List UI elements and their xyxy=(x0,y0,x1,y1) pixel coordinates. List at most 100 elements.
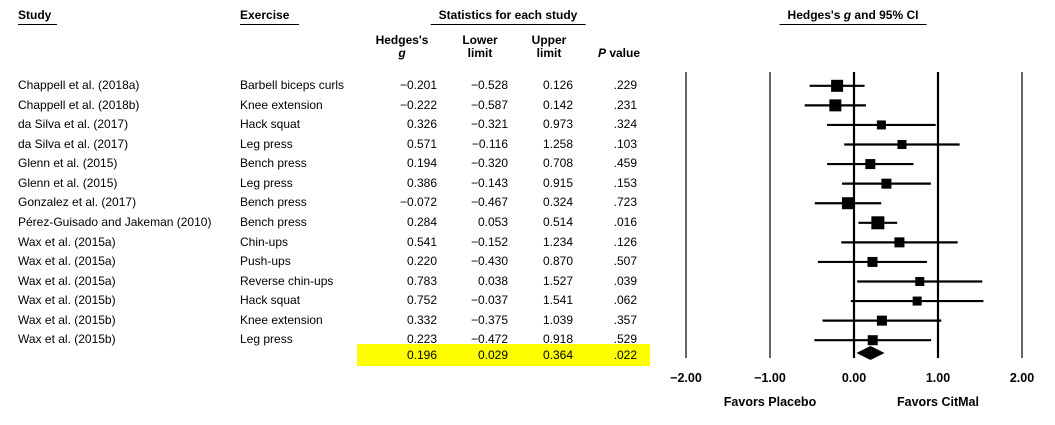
p-value-cell: .231 xyxy=(613,97,637,112)
effect-size-marker xyxy=(881,178,892,189)
study-table: Chappell et al. (2018a) Barbell biceps cu… xyxy=(18,76,637,350)
effect-size-marker xyxy=(841,197,854,210)
exercise-cell: Leg press xyxy=(240,175,293,190)
study-cell: Wax et al. (2015b) xyxy=(18,293,116,308)
lower-limit-cell: −0.143 xyxy=(470,175,508,190)
lower-limit-cell: 0.053 xyxy=(477,214,508,229)
axis-tick-label: −1.00 xyxy=(754,371,786,385)
hedges-g-cell: 0.194 xyxy=(406,156,437,171)
exercise-cell: Bench press xyxy=(240,156,307,171)
table-row: Glenn et al. (2015) Bench press 0.194 −0.32… xyxy=(18,154,637,174)
hedges-g-cell: 0.332 xyxy=(406,312,437,327)
upper-limit-cell: 1.541 xyxy=(542,293,573,308)
upper-limit-cell: 1.527 xyxy=(542,273,573,288)
exercise-cell: Hack squat xyxy=(240,293,301,308)
p-value-cell: .062 xyxy=(613,293,637,308)
forest-plot: −2.00 −1.00 0.00 1.00 2.00 Favors Placebo Favo… xyxy=(670,72,1034,409)
plot-group-header: Hedges's g and 95% CI xyxy=(779,8,927,25)
exercise-cell: Barbell biceps curls xyxy=(240,78,345,92)
exercise-column-header: Exercise xyxy=(240,8,300,25)
study-cell: Wax et al. (2015a) xyxy=(18,234,116,249)
effect-size-marker xyxy=(915,277,925,286)
study-cell: Wax et al. (2015b) xyxy=(18,332,116,347)
table-row: da Silva et al. (2017) Hack squat 0.326 −0.… xyxy=(18,115,637,135)
lower-limit-cell: −0.037 xyxy=(470,293,508,308)
p-value-cell: .153 xyxy=(613,175,637,190)
p-value-subheader: P value xyxy=(597,46,641,60)
table-row: Wax et al. (2015a) Chin-ups 0.541 −0.152 1.2… xyxy=(18,233,637,253)
hedges-g-cell: 0.571 xyxy=(406,136,437,151)
upper-limit-cell: 0.870 xyxy=(542,254,573,269)
upper-limit-subheader: Upper limit xyxy=(531,33,567,60)
p-value-cell: .103 xyxy=(613,136,637,151)
lower-limit-cell: −0.116 xyxy=(471,136,508,151)
lower-limit-cell: −0.152 xyxy=(470,234,508,249)
p-value-cell: .324 xyxy=(613,117,637,132)
axis-tick-label: −2.00 xyxy=(670,371,702,385)
favors-placebo-label: Favors Placebo xyxy=(724,395,817,409)
table-row: Wax et al. (2015b) Knee extension 0.332 −0.… xyxy=(18,311,637,331)
lower-limit-cell: 0.038 xyxy=(477,273,508,288)
upper-limit-cell: 0.126 xyxy=(542,78,573,92)
study-cell: da Silva et al. (2017) xyxy=(18,117,129,132)
hedges-g-cell: 0.783 xyxy=(406,273,437,288)
hedges-g-cell: 0.386 xyxy=(406,175,437,190)
exercise-cell: Leg press xyxy=(240,332,293,347)
lower-limit-cell: −0.430 xyxy=(470,254,508,269)
upper-limit-cell: 1.039 xyxy=(542,312,573,327)
p-value-cell: .529 xyxy=(613,332,637,347)
axis-tick-label: 2.00 xyxy=(1010,371,1034,385)
effect-size-marker xyxy=(867,256,878,267)
effect-size-marker xyxy=(865,159,876,170)
lower-limit-cell: −0.587 xyxy=(470,97,508,112)
table-row: Wax et al. (2015b) Leg press 0.223 −0.472 0.… xyxy=(18,330,637,350)
upper-limit-cell: 0.514 xyxy=(542,214,573,229)
table-row: Pérez-Guisado and Jakeman (2010) Bench pr… xyxy=(18,213,637,233)
table-row: Chappell et al. (2018b) Knee extension −0.… xyxy=(18,96,637,116)
hedges-g-cell: −0.222 xyxy=(399,97,437,112)
table-row: Glenn et al. (2015) Leg press 0.386 −0.143 0… xyxy=(18,174,637,194)
exercise-cell: Bench press xyxy=(240,214,307,229)
p-value-cell: .126 xyxy=(613,234,637,249)
exercise-cell: Knee extension xyxy=(240,312,323,327)
p-value-cell: .229 xyxy=(613,78,637,92)
favors-citmal-label: Favors CitMal xyxy=(897,395,979,409)
summary-lower-cell: 0.029 xyxy=(477,348,508,362)
summary-g-cell: 0.196 xyxy=(406,348,437,362)
hedges-g-cell: 0.220 xyxy=(406,254,437,269)
study-cell: Gonzalez et al. (2017) xyxy=(18,195,137,210)
plot-header-text-rest: and 95% CI xyxy=(851,8,919,22)
hedges-g-cell: −0.201 xyxy=(399,78,437,92)
effect-size-marker xyxy=(912,296,922,306)
study-cell: Glenn et al. (2015) xyxy=(18,175,118,190)
statistics-group-header: Statistics for each study xyxy=(430,8,586,25)
lower-limit-subheader: Lower limit xyxy=(462,33,498,60)
effect-size-marker xyxy=(897,140,907,150)
table-row: Wax et al. (2015b) Hack squat 0.752 −0.037 1… xyxy=(18,291,637,311)
study-cell: da Silva et al. (2017) xyxy=(18,136,129,151)
study-cell: Chappell et al. (2018a) xyxy=(18,78,140,92)
upper-limit-cell: 1.234 xyxy=(542,234,573,249)
hedges-g-cell: 0.284 xyxy=(406,214,437,229)
study-column-header: Study xyxy=(18,8,58,25)
upper-limit-cell: 0.918 xyxy=(542,332,573,347)
p-value-cell: .357 xyxy=(613,312,637,327)
exercise-cell: Leg press xyxy=(240,136,293,151)
upper-limit-cell: 0.142 xyxy=(542,97,573,112)
p-value-cell: .459 xyxy=(613,156,637,171)
summary-row-highlighted: 0.196 0.029 0.364 .022 xyxy=(357,344,650,366)
p-value-cell: .039 xyxy=(613,273,637,288)
upper-limit-cell: 0.708 xyxy=(542,156,573,171)
exercise-cell: Hack squat xyxy=(240,117,301,132)
hedges-g-subheader: Hedges's g xyxy=(375,33,429,60)
exercise-cell: Reverse chin-ups xyxy=(240,273,334,288)
plot-header-g-italic: g xyxy=(843,8,852,22)
effect-size-marker xyxy=(871,216,885,230)
lower-limit-cell: −0.320 xyxy=(470,156,508,171)
hedges-g-cell: 0.752 xyxy=(406,293,437,308)
lower-limit-cell: −0.467 xyxy=(470,195,508,210)
effect-size-marker xyxy=(831,79,844,92)
exercise-cell: Knee extension xyxy=(240,97,323,112)
study-cell: Glenn et al. (2015) xyxy=(18,156,118,171)
